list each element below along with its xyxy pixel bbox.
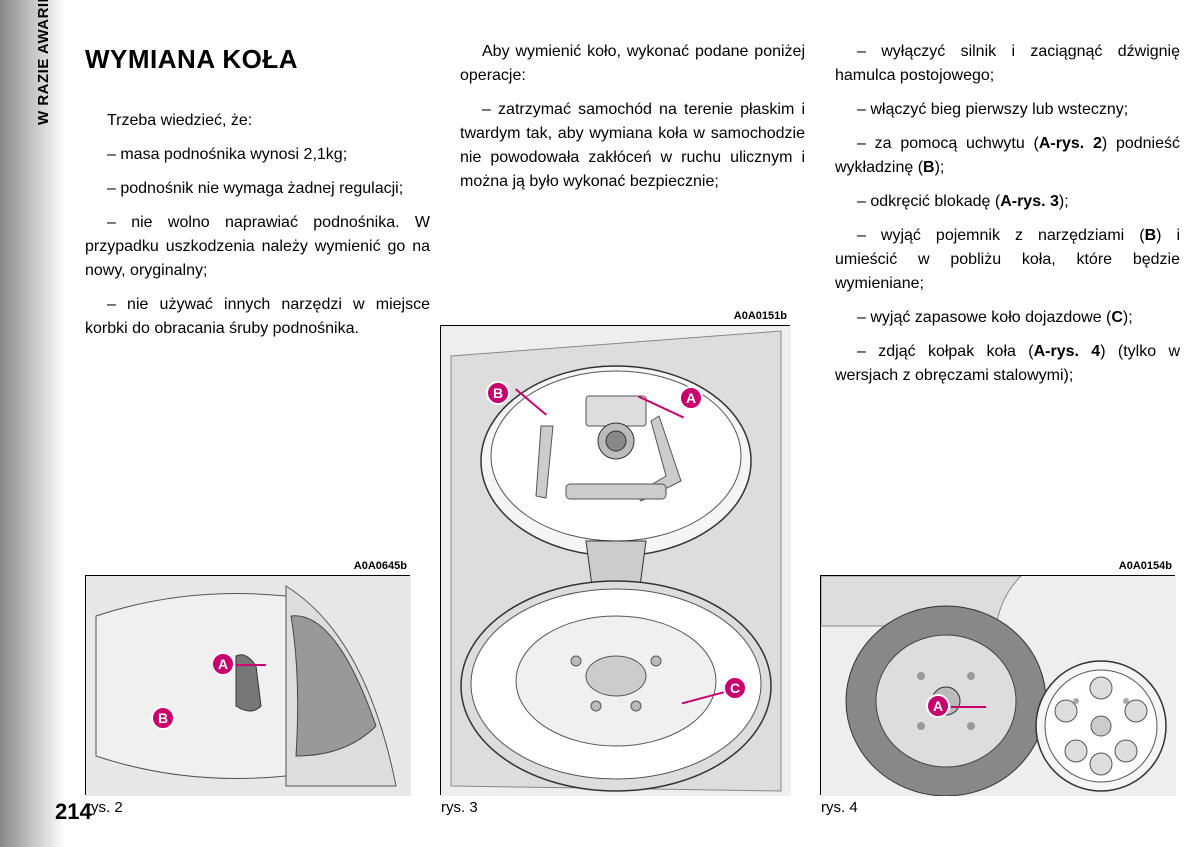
fig3-label: rys. 3 bbox=[441, 799, 478, 816]
page-title: WYMIANA KOŁA bbox=[85, 40, 430, 79]
fig3-pin-c: C bbox=[723, 676, 747, 700]
c1-p1: Trzeba wiedzieć, że: bbox=[85, 109, 430, 133]
c3-p1: – wyłączyć silnik i zaciągnąć dźwignię h… bbox=[835, 40, 1180, 88]
c2-p2: – zatrzymać samochód na terenie płaskim … bbox=[460, 98, 805, 194]
c3-p7: – zdjąć kołpak koła (A-rys. 4) (tylko w … bbox=[835, 340, 1180, 388]
c1-p2: – masa podnośnika wynosi 2,1kg; bbox=[85, 143, 430, 167]
fig2-code: A0A0645b bbox=[354, 560, 407, 572]
fig3-pin-b: B bbox=[486, 381, 510, 405]
c3-p2: – włączyć bieg pierwszy lub wsteczny; bbox=[835, 98, 1180, 122]
c3-p5: – wyjąć pojemnik z narzędziami (B) i umi… bbox=[835, 224, 1180, 296]
fig2-pin-a: A bbox=[211, 652, 235, 676]
column-3: – wyłączyć silnik i zaciągnąć dźwignię h… bbox=[835, 40, 1180, 398]
fig4-code: A0A0154b bbox=[1119, 560, 1172, 572]
fig4-illustration bbox=[821, 576, 1176, 796]
fig2-pin-b: B bbox=[151, 706, 175, 730]
fig3-code: A0A0151b bbox=[734, 310, 787, 322]
fig3-pin-a: A bbox=[679, 386, 703, 410]
c1-p5: – nie używać innych narzędzi w miejsce k… bbox=[85, 293, 430, 341]
side-gradient bbox=[0, 0, 65, 847]
figure-2: A0A0645b A B rys. 2 bbox=[85, 575, 410, 795]
c1-p4: – nie wolno naprawiać podnośnika. W przy… bbox=[85, 211, 430, 283]
figure-4: A0A0154b A rys. 4 bbox=[820, 575, 1175, 795]
c1-p3: – podnośnik nie wymaga żadnej regulacji; bbox=[85, 177, 430, 201]
column-1: WYMIANA KOŁA Trzeba wiedzieć, że: – masa… bbox=[85, 40, 430, 398]
fig4-label: rys. 4 bbox=[821, 799, 858, 816]
fig4-pin-a: A bbox=[926, 694, 950, 718]
c3-p4: – odkręcić blokadę (A-rys. 3); bbox=[835, 190, 1180, 214]
figure-3: A0A0151b A B C rys. 3 bbox=[440, 325, 790, 795]
side-section-label: W RAZIE AWARII bbox=[35, 0, 52, 125]
c3-p3: – za pomocą uchwytu (A-rys. 2) podnieść … bbox=[835, 132, 1180, 180]
fig2-illustration bbox=[86, 576, 411, 796]
fig2-label: rys. 2 bbox=[86, 799, 123, 816]
c3-p6: – wyjąć zapasowe koło dojazdowe (C); bbox=[835, 306, 1180, 330]
c2-p1: Aby wymienić koło, wykonać podane poniże… bbox=[460, 40, 805, 88]
